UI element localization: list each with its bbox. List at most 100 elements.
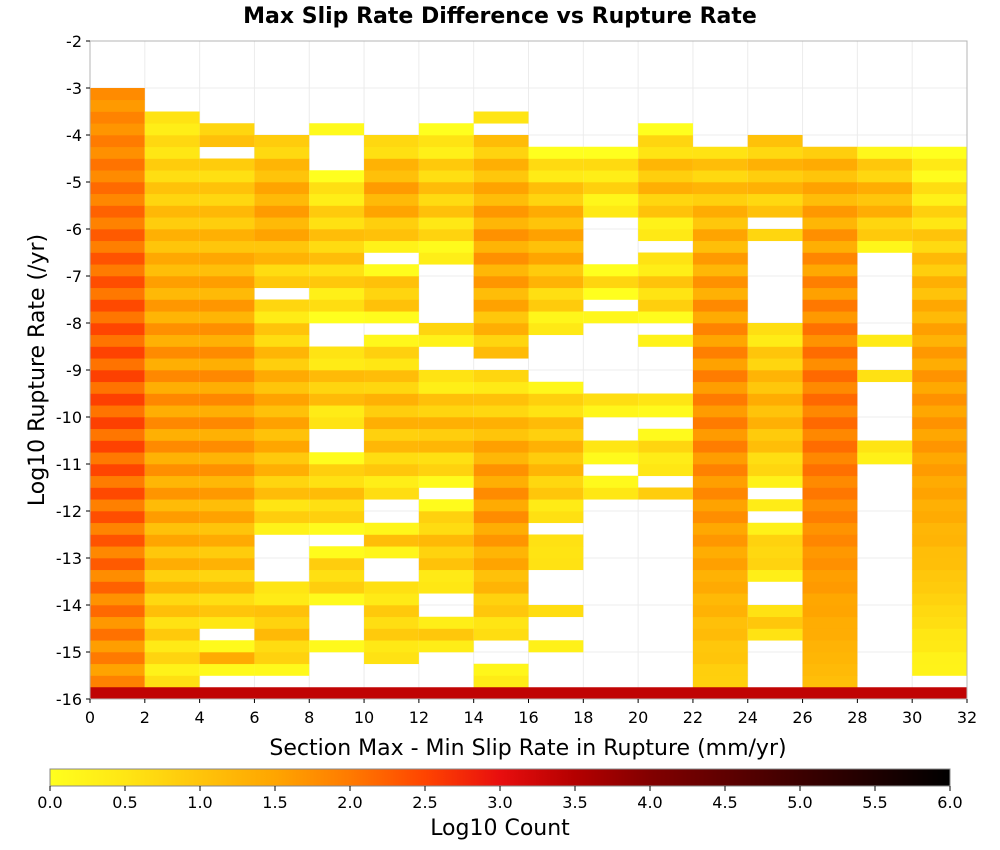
heatmap-cell — [857, 452, 913, 465]
heatmap-cell — [802, 546, 858, 559]
heatmap-cell — [912, 358, 967, 371]
heatmap-cell — [418, 405, 474, 418]
heatmap-cell — [254, 663, 310, 676]
heatmap-cell — [418, 581, 474, 594]
heatmap-cell — [364, 605, 419, 618]
heatmap-cell — [254, 323, 310, 336]
heatmap-cell — [364, 428, 419, 441]
heatmap-cell — [528, 299, 584, 312]
heatmap-cell — [90, 640, 145, 653]
heatmap-cell — [144, 499, 200, 512]
heatmap-cell — [747, 534, 803, 547]
heatmap-cell — [638, 311, 693, 324]
heatmap-cell — [418, 146, 474, 159]
heatmap-cell — [418, 158, 474, 171]
heatmap-cell — [364, 593, 419, 606]
heatmap-cell — [473, 252, 529, 265]
heatmap-cell — [90, 522, 145, 535]
heatmap-cell — [309, 546, 365, 559]
heatmap-cell — [90, 428, 145, 441]
heatmap-cell — [144, 616, 200, 629]
heatmap-cell — [912, 193, 967, 206]
heatmap-cell — [254, 522, 310, 535]
heatmap-cell — [199, 170, 255, 183]
heatmap-cell — [747, 393, 803, 406]
heatmap-cell — [309, 558, 365, 571]
heatmap-cell — [692, 358, 748, 371]
heatmap-cell — [144, 158, 200, 171]
heatmap-cell — [473, 605, 529, 618]
heatmap-cell — [254, 135, 310, 148]
heatmap-cell — [692, 440, 748, 453]
heatmap-cell — [254, 452, 310, 465]
heatmap-cell — [364, 158, 419, 171]
heatmap-cell — [802, 229, 858, 242]
heatmap-cell — [309, 358, 365, 371]
heatmap-cell — [309, 417, 365, 430]
heatmap-cell — [692, 593, 748, 606]
heatmap-cell — [199, 487, 255, 500]
heatmap-cell — [309, 569, 365, 582]
heatmap-cell — [144, 287, 200, 300]
heatmap-cell — [747, 170, 803, 183]
heatmap-cell — [90, 287, 145, 300]
heatmap-cell — [364, 240, 419, 253]
heatmap-cell — [364, 405, 419, 418]
colorbar-tick-label: 4.5 — [712, 793, 737, 812]
heatmap-cell — [199, 264, 255, 277]
heatmap-cell — [692, 511, 748, 524]
heatmap-cell — [692, 652, 748, 665]
heatmap-cell — [638, 452, 693, 465]
heatmap-cell — [583, 276, 639, 289]
heatmap-cell — [692, 205, 748, 218]
heatmap-cell — [692, 193, 748, 206]
heatmap-cell — [473, 393, 529, 406]
heatmap-cell — [802, 464, 858, 477]
heatmap-cell — [692, 558, 748, 571]
heatmap-cell — [912, 428, 967, 441]
heatmap-cell — [912, 287, 967, 300]
heatmap-cell — [638, 264, 693, 277]
y-tick-label: -6 — [66, 220, 82, 239]
heatmap-cell — [90, 381, 145, 394]
heatmap-cell — [528, 405, 584, 418]
heatmap-cell — [199, 334, 255, 347]
heatmap-cell — [418, 252, 474, 265]
heatmap-cell — [473, 464, 529, 477]
heatmap-cell — [254, 405, 310, 418]
x-tick-label: 24 — [738, 708, 758, 727]
heatmap-cell — [473, 675, 529, 688]
heatmap-cell — [692, 158, 748, 171]
heatmap-cell — [528, 182, 584, 195]
heatmap-cell — [144, 170, 200, 183]
heatmap-cell — [309, 464, 365, 477]
heatmap-cell — [199, 287, 255, 300]
heatmap-cell — [912, 605, 967, 618]
heatmap-cell — [692, 393, 748, 406]
heatmap-cell — [802, 358, 858, 371]
heatmap-cell — [912, 264, 967, 277]
heatmap-cell — [528, 276, 584, 289]
heatmap-cell — [912, 417, 967, 430]
heatmap-cell — [418, 640, 474, 653]
heatmap-cell — [528, 217, 584, 230]
x-tick-label: 0 — [85, 708, 95, 727]
colorbar-tick-label: 1.5 — [262, 793, 287, 812]
heatmap-cell — [254, 264, 310, 277]
heatmap-cell — [857, 440, 913, 453]
heatmap-cells — [90, 88, 967, 700]
heatmap-cell — [473, 522, 529, 535]
heatmap-cell — [638, 487, 693, 500]
heatmap-cell — [309, 205, 365, 218]
heatmap-cell — [309, 593, 365, 606]
heatmap-cell — [802, 487, 858, 500]
heatmap-cell — [418, 511, 474, 524]
heatmap-cell — [692, 616, 748, 629]
heatmap-cell — [528, 311, 584, 324]
x-tick-label: 16 — [518, 708, 538, 727]
x-tick-label: 18 — [573, 708, 593, 727]
heatmap-cell — [638, 170, 693, 183]
heatmap-cell — [309, 193, 365, 206]
heatmap-cell — [364, 264, 419, 277]
heatmap-cell — [747, 158, 803, 171]
